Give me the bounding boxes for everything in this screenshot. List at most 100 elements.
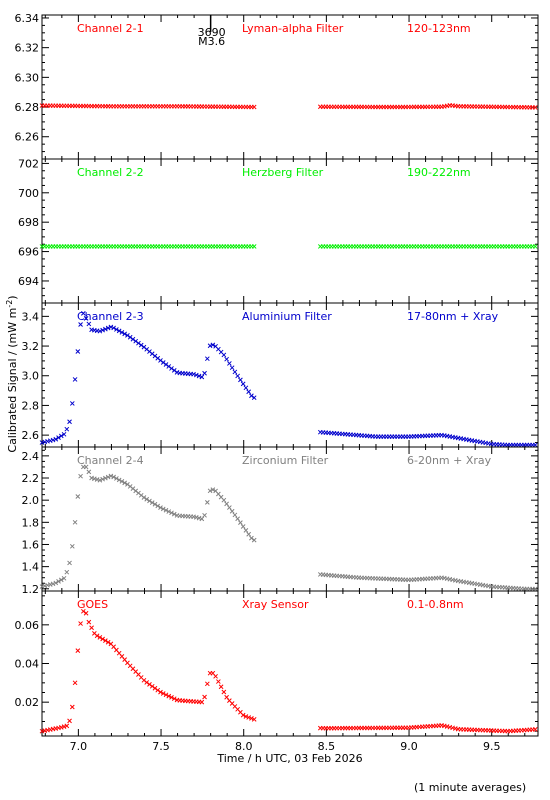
data-point	[158, 505, 163, 510]
data-point	[78, 621, 83, 626]
data-point	[67, 419, 72, 425]
data-point	[122, 480, 128, 486]
data-point	[67, 560, 72, 566]
data-point	[53, 436, 59, 442]
data-point	[251, 395, 257, 401]
data-point	[83, 315, 89, 321]
y-tick-label: 0.04	[15, 658, 40, 671]
data-point	[171, 696, 177, 702]
data-point	[160, 360, 166, 365]
data-point	[119, 479, 125, 484]
y-tick-label: 700	[18, 187, 39, 200]
data-point	[69, 401, 75, 406]
data-point	[202, 370, 207, 376]
filter-label: Lyman-alpha Filter	[242, 22, 344, 35]
y-tick-label: 1.8	[22, 516, 40, 529]
data-point	[105, 474, 111, 480]
channel-label: Channel 2-4	[77, 454, 144, 467]
data-point	[111, 325, 116, 331]
data-point	[213, 673, 218, 679]
data-point	[166, 693, 172, 699]
data-point	[243, 528, 249, 533]
data-point	[235, 373, 240, 379]
data-point	[155, 503, 161, 509]
data-point	[64, 569, 70, 575]
y-tick-label: 2.2	[22, 472, 40, 485]
data-point	[58, 433, 64, 439]
data-point	[105, 639, 111, 645]
data-point	[199, 699, 205, 705]
data-point	[56, 435, 61, 440]
data-point	[103, 326, 108, 332]
data-point	[97, 635, 103, 640]
band-label: 0.1-0.8nm	[407, 598, 464, 611]
data-point	[149, 683, 155, 689]
data-point	[251, 104, 257, 110]
panel-2: 694 696 698 700 702 Channel 2-2 Herzberg Filte…	[18, 157, 539, 304]
data-point	[100, 476, 105, 482]
data-point	[78, 473, 83, 479]
data-point	[61, 575, 67, 581]
panel-1: 6.26 6.28 6.30 6.32 6.34 Channel 2-1 Lyman-alp…	[15, 12, 539, 160]
band-label: 120-123nm	[407, 22, 471, 35]
data-point	[103, 638, 108, 643]
data-point	[97, 477, 103, 483]
data-point	[72, 680, 78, 686]
data-point	[204, 681, 210, 687]
data-point	[251, 537, 257, 543]
data-point	[114, 327, 119, 332]
data-point	[80, 311, 86, 316]
data-point	[199, 516, 205, 522]
y-tick-label: 6.32	[15, 42, 40, 55]
filter-label: Xray Sensor	[242, 598, 309, 611]
x-tick-label: 7.5	[152, 740, 170, 753]
data-point	[86, 619, 92, 625]
data-point	[136, 340, 141, 346]
data-point	[69, 543, 75, 549]
data-point	[249, 535, 254, 541]
data-point	[221, 352, 227, 358]
data-point	[246, 715, 252, 720]
data-point	[163, 507, 169, 513]
y-tick-label: 2.4	[22, 450, 40, 463]
data-point	[243, 385, 249, 391]
data-point	[116, 328, 122, 334]
data-point	[75, 349, 81, 354]
data-point	[235, 516, 240, 522]
data-point	[224, 501, 229, 507]
data-point	[171, 511, 177, 517]
filter-label: Aluminium Filter	[242, 310, 332, 323]
data-point	[58, 577, 64, 583]
data-point	[218, 684, 224, 690]
data-point	[103, 475, 108, 481]
data-point	[69, 704, 75, 710]
data-point	[240, 712, 246, 718]
y-tick-label: 0.06	[15, 619, 40, 632]
data-point	[227, 361, 232, 366]
x-tick-label: 9.0	[400, 740, 418, 753]
data-point	[89, 625, 94, 631]
data-point	[64, 723, 70, 729]
y-tick-label: 2.0	[22, 494, 40, 507]
data-point	[116, 477, 122, 483]
data-point	[56, 579, 61, 584]
y-tick-label: 2.6	[22, 429, 40, 442]
flare-class-label: M3.6	[198, 35, 225, 48]
data-point	[166, 364, 172, 369]
y-tick-label: 2.8	[22, 399, 40, 412]
data-point	[166, 509, 172, 514]
data-point	[83, 464, 89, 470]
x-tick-label: 8.5	[318, 740, 336, 753]
filter-label: Herzberg Filter	[242, 166, 324, 179]
data-point	[158, 358, 163, 363]
data-point	[100, 327, 105, 333]
channel-label: Channel 2-1	[77, 22, 144, 35]
data-point	[169, 695, 174, 700]
data-point	[207, 488, 213, 494]
panel-4: 1.2 1.4 1.6 1.8 2.0 2.2 2.4 Channel 2-4 Zirconiu…	[22, 446, 539, 596]
data-point	[207, 343, 213, 349]
data-point	[130, 336, 136, 342]
y-tick-label: 6.30	[15, 71, 40, 84]
panel-frame	[41, 302, 539, 448]
